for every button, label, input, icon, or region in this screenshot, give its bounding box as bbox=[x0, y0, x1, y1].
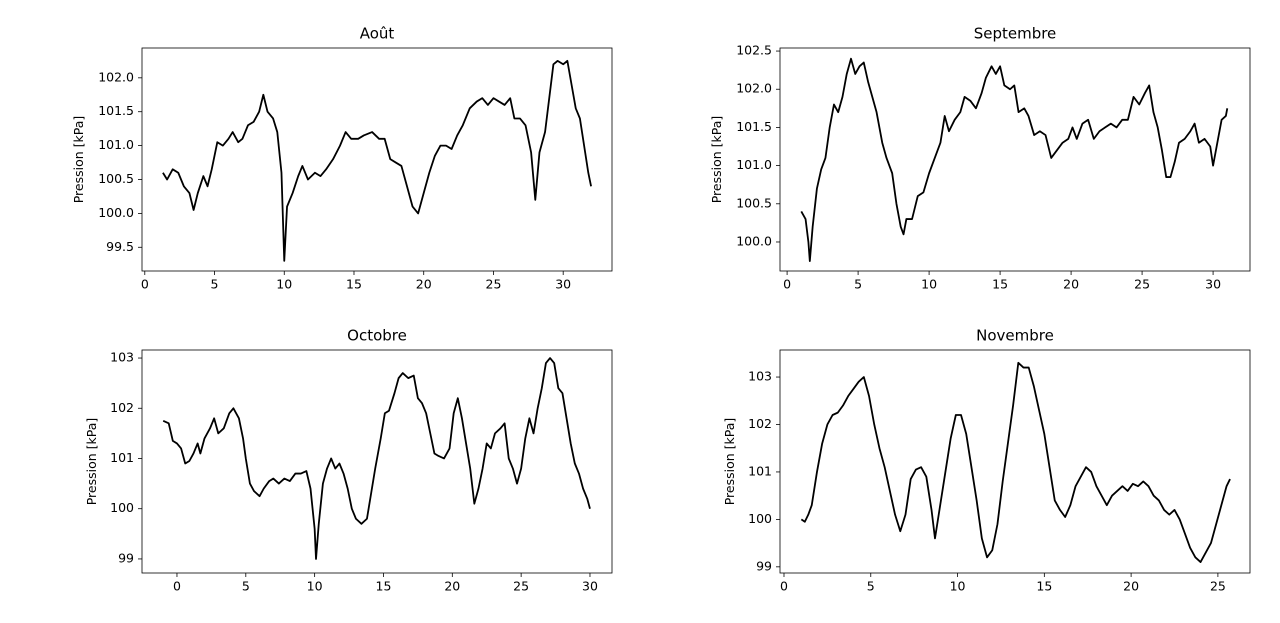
x-tick-label: 10 bbox=[307, 579, 323, 594]
x-tick-label: 30 bbox=[1205, 277, 1221, 292]
y-axis-label: Pression [kPa] bbox=[84, 418, 99, 506]
axes-frame bbox=[141, 349, 613, 574]
y-tick-label: 100 bbox=[110, 500, 134, 515]
x-tick-label: 0 bbox=[780, 579, 788, 594]
x-tick-label: 15 bbox=[992, 277, 1008, 292]
x-tick-label: 20 bbox=[416, 277, 432, 292]
x-tick-label: 0 bbox=[141, 277, 149, 292]
y-tick-label: 101.5 bbox=[98, 103, 134, 118]
data-line bbox=[800, 361, 1231, 563]
y-tick-label: 100.0 bbox=[736, 233, 772, 248]
y-tick-label: 102.5 bbox=[736, 43, 772, 58]
axes-frame bbox=[141, 47, 613, 272]
x-tick-label: 15 bbox=[376, 579, 392, 594]
y-axis-label: Pression [kPa] bbox=[722, 418, 737, 506]
y-tick-label: 99.5 bbox=[106, 239, 134, 254]
y-tick-label: 99 bbox=[118, 550, 134, 565]
x-tick-label: 15 bbox=[346, 277, 362, 292]
y-tick-label: 102 bbox=[110, 400, 134, 415]
y-tick-label: 102 bbox=[748, 416, 772, 431]
y-axis-label: Pression [kPa] bbox=[71, 116, 86, 204]
x-tick-label: 20 bbox=[444, 579, 460, 594]
y-tick-label: 103 bbox=[748, 369, 772, 384]
y-tick-label: 103 bbox=[110, 350, 134, 365]
subplot-title: Novembre bbox=[976, 327, 1054, 345]
x-tick-label: 25 bbox=[486, 277, 502, 292]
plot-area bbox=[142, 48, 612, 271]
x-tick-label: 25 bbox=[513, 579, 529, 594]
axes-frame bbox=[779, 349, 1251, 574]
x-tick-label: 5 bbox=[867, 579, 875, 594]
subplot-title: Octobre bbox=[347, 327, 407, 345]
subplot-title: Septembre bbox=[974, 25, 1057, 43]
x-tick-label: 20 bbox=[1123, 579, 1139, 594]
y-tick-label: 101.0 bbox=[736, 157, 772, 172]
x-tick-label: 10 bbox=[276, 277, 292, 292]
y-axis-label: Pression [kPa] bbox=[709, 116, 724, 204]
y-tick-label: 100 bbox=[748, 511, 772, 526]
x-tick-label: 5 bbox=[854, 277, 862, 292]
x-tick-label: 15 bbox=[1036, 579, 1052, 594]
x-tick-label: 5 bbox=[211, 277, 219, 292]
x-tick-label: 25 bbox=[1210, 579, 1226, 594]
x-tick-label: 0 bbox=[783, 277, 791, 292]
y-tick-label: 100.0 bbox=[98, 205, 134, 220]
data-line bbox=[800, 57, 1229, 262]
x-tick-label: 10 bbox=[921, 277, 937, 292]
subplot-title: Août bbox=[360, 25, 395, 43]
y-tick-label: 102.0 bbox=[98, 69, 134, 84]
x-tick-label: 0 bbox=[173, 579, 181, 594]
plot-area bbox=[780, 48, 1250, 271]
y-tick-label: 100.5 bbox=[736, 195, 772, 210]
y-tick-label: 101.5 bbox=[736, 119, 772, 134]
x-tick-label: 20 bbox=[1063, 277, 1079, 292]
data-line bbox=[162, 59, 592, 262]
axes-frame bbox=[779, 47, 1251, 272]
x-tick-label: 30 bbox=[555, 277, 571, 292]
x-tick-label: 10 bbox=[950, 579, 966, 594]
y-tick-label: 101 bbox=[748, 463, 772, 478]
y-tick-label: 101.0 bbox=[98, 137, 134, 152]
x-tick-label: 25 bbox=[1134, 277, 1150, 292]
x-tick-label: 30 bbox=[582, 579, 598, 594]
x-tick-label: 5 bbox=[242, 579, 250, 594]
data-line bbox=[162, 357, 591, 560]
y-tick-label: 102.0 bbox=[736, 81, 772, 96]
y-tick-label: 100.5 bbox=[98, 171, 134, 186]
y-tick-label: 101 bbox=[110, 450, 134, 465]
y-tick-label: 99 bbox=[756, 558, 772, 573]
